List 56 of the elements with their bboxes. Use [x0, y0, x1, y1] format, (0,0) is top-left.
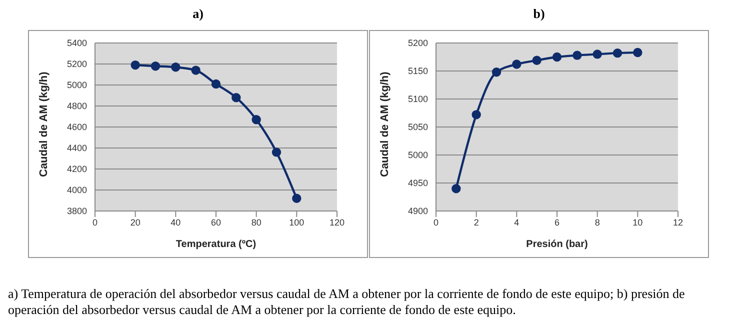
x-tick-label: 60 — [210, 217, 222, 228]
point — [130, 60, 140, 70]
chart-title: b) — [532, 6, 546, 22]
point — [492, 68, 502, 77]
point — [512, 60, 522, 69]
y-tick-label: 5150 — [408, 66, 428, 76]
point — [532, 56, 542, 65]
x-tick-label: 120 — [329, 217, 345, 228]
x-axis-title: Presión (bar) — [526, 239, 588, 250]
point — [472, 110, 481, 120]
x-tick-label: 8 — [594, 217, 600, 228]
y-tick-label: 5200 — [408, 38, 428, 48]
y-tick-label: 4000 — [66, 185, 87, 196]
point — [552, 52, 562, 62]
x-tick-label: 40 — [170, 217, 181, 228]
x-tick-label: 0 — [433, 217, 439, 228]
x-tick-label: 80 — [251, 217, 262, 228]
point — [191, 66, 200, 75]
y-tick-label: 5200 — [66, 59, 87, 70]
y-tick-label: 4900 — [408, 206, 428, 216]
y-tick-label: 4200 — [66, 164, 87, 174]
point — [150, 62, 160, 71]
x-tick-label: 0 — [92, 217, 98, 228]
y-tick-label: 5400 — [66, 38, 87, 48]
x-tick-label: 12 — [672, 217, 684, 228]
point — [592, 50, 602, 59]
y-tick-label: 5050 — [408, 122, 428, 132]
point — [633, 48, 642, 58]
y-tick-label: 4400 — [66, 143, 87, 154]
y-axis-title: Caudal de AM (kg/h) — [38, 71, 50, 177]
point — [452, 184, 461, 194]
x-tick-label: 4 — [514, 217, 520, 228]
point — [272, 148, 282, 157]
x-tick-label: 6 — [554, 217, 560, 228]
y-tick-label: 5000 — [408, 150, 428, 160]
y-tick-label: 5000 — [66, 80, 87, 90]
x-tick-label: 2 — [474, 217, 479, 228]
point — [252, 115, 261, 124]
x-axis-title: Temperatura (ºC) — [176, 239, 256, 250]
chart-title: a) — [192, 6, 204, 22]
x-tick-label: 10 — [632, 217, 643, 228]
x-tick-label: 100 — [289, 217, 304, 228]
point — [232, 93, 241, 102]
y-tick-label: 5100 — [408, 94, 428, 104]
y-tick-label: 4800 — [66, 101, 87, 112]
point — [171, 62, 180, 72]
point — [572, 50, 582, 60]
y-axis-title: Caudal de AM (kg/h) — [378, 71, 391, 177]
point — [612, 48, 622, 58]
point — [292, 194, 302, 203]
y-tick-label: 4600 — [66, 122, 87, 132]
text: a) Temperatura de operación del absorbedor versus caudal de AM a obtener por la corriente de fondo de este equipo; b) presión de operación del absorbedor versus caudal de AM a obtener por la corriente de fondo de este equipo. — [8, 286, 686, 318]
y-tick-label: 3800 — [66, 206, 87, 216]
x-tick-label: 20 — [130, 217, 140, 228]
point — [211, 79, 221, 89]
y-tick-label: 4950 — [408, 178, 428, 188]
